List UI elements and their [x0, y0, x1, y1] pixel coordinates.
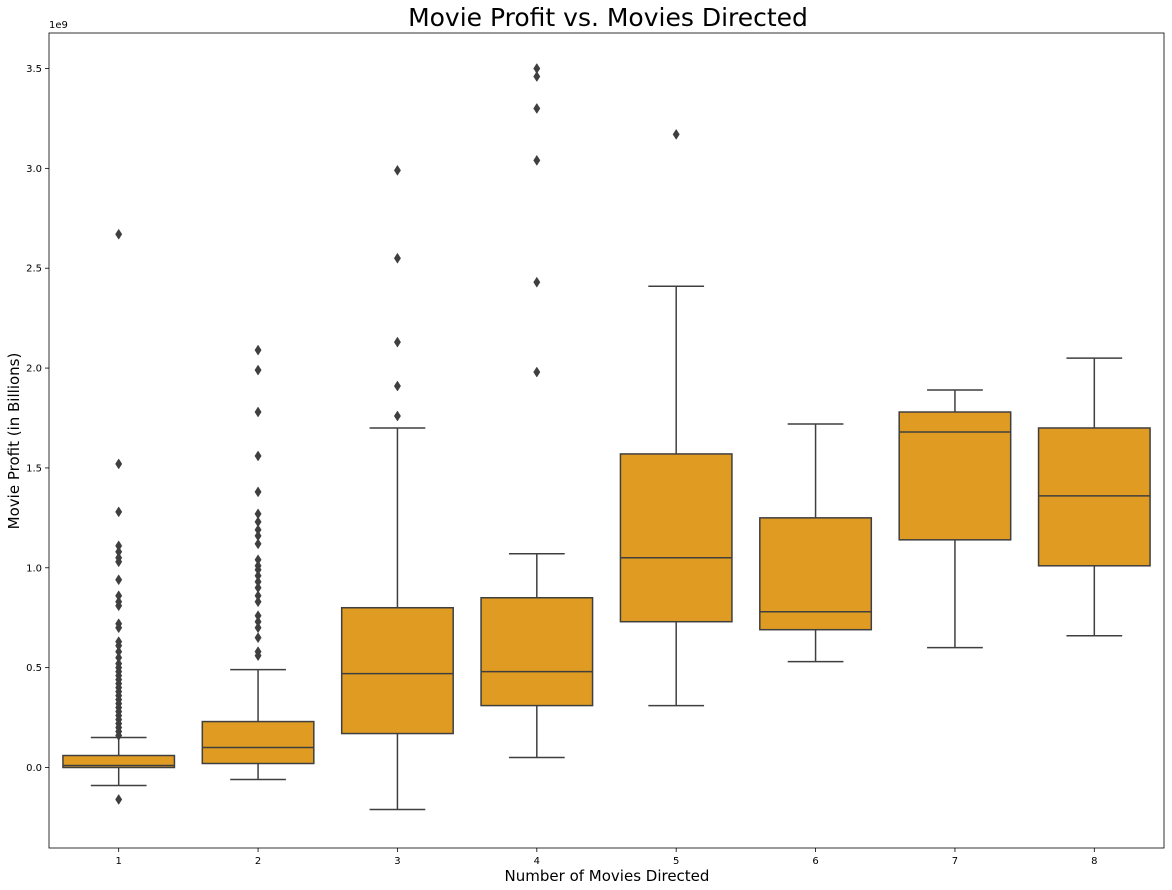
outlier-point — [254, 344, 262, 356]
box-5 — [619, 453, 733, 623]
box-2 — [201, 720, 315, 765]
y-axis-label: Movie Profit (in Billions) — [5, 353, 23, 530]
outlier-point — [115, 506, 123, 518]
outlier-point — [254, 576, 262, 588]
outlier-point — [254, 524, 262, 536]
y-tick-label: 2.5 — [26, 264, 42, 275]
outlier-point — [115, 552, 123, 564]
y-axis-offset-label: 1e9 — [49, 20, 68, 31]
outlier-point — [254, 508, 262, 520]
x-tick-label: 5 — [673, 856, 679, 867]
outlier-point — [254, 560, 262, 572]
outlier-point — [254, 616, 262, 628]
chart-title: Movie Profit vs. Movies Directed — [408, 3, 808, 32]
outlier-point — [115, 658, 123, 670]
outlier-point — [115, 652, 123, 664]
outlier-point — [393, 252, 401, 264]
outlier-point — [115, 574, 123, 586]
outlier-point — [115, 793, 123, 805]
x-tick-label: 4 — [534, 856, 540, 867]
y-tick-label: 0.0 — [26, 763, 42, 774]
outlier-point — [115, 228, 123, 240]
x-tick-label: 3 — [394, 856, 400, 867]
box-6 — [759, 517, 873, 631]
outlier-point — [533, 154, 541, 166]
outlier-point — [254, 646, 262, 658]
outlier-point — [254, 582, 262, 594]
outlier-point — [115, 596, 123, 608]
outlier-point — [254, 364, 262, 376]
y-tick-label: 1.0 — [26, 563, 42, 574]
y-tick-label: 0.5 — [26, 663, 42, 674]
outlier-point — [672, 128, 680, 140]
x-tick-label: 1 — [116, 856, 122, 867]
box-8 — [1037, 427, 1151, 567]
y-tick-label: 2.0 — [26, 364, 42, 375]
plot-area: 0.0 0.5 1.0 1.5 2.0 2.5 3.0 3.5 1 2 3 4 5 6 7 8 — [26, 63, 1151, 867]
outlier-point — [533, 102, 541, 114]
outlier-point — [254, 610, 262, 622]
x-axis-label: Number of Movies Directed — [505, 867, 710, 885]
outlier-point — [115, 590, 123, 602]
outlier-point — [254, 554, 262, 566]
outlier-point — [533, 366, 541, 378]
x-tick-label: 8 — [1091, 856, 1097, 867]
box-3 — [340, 606, 454, 735]
outlier-point — [254, 516, 262, 528]
box-1 — [62, 754, 176, 769]
outlier-point — [254, 622, 262, 634]
outlier-point — [254, 590, 262, 602]
outlier-point — [115, 546, 123, 558]
outlier-point — [533, 71, 541, 82]
outlier-point — [393, 410, 401, 422]
box-7 — [898, 411, 1012, 541]
outlier-point — [533, 63, 541, 74]
outlier-point — [254, 538, 262, 550]
y-tick-label: 1.5 — [26, 463, 42, 474]
x-tick-label: 7 — [952, 856, 958, 867]
outlier-point — [115, 636, 123, 648]
outlier-point — [393, 164, 401, 176]
outlier-point — [254, 450, 262, 462]
outlier-point — [254, 570, 262, 582]
outlier-point — [254, 406, 262, 418]
outlier-point — [533, 276, 541, 288]
outlier-point — [254, 596, 262, 608]
outlier-point — [115, 540, 123, 552]
outlier-point — [115, 458, 123, 470]
outlier-point — [393, 336, 401, 348]
y-tick-label: 3.0 — [26, 164, 42, 175]
outlier-point — [115, 646, 123, 658]
box-4 — [480, 596, 594, 707]
x-tick-label: 2 — [255, 856, 261, 867]
y-tick-label: 3.5 — [26, 64, 42, 75]
outlier-point — [393, 380, 401, 392]
x-tick-label: 6 — [812, 856, 818, 867]
outlier-point — [115, 618, 123, 630]
outlier-point — [254, 530, 262, 542]
axes-frame — [48, 32, 1165, 849]
outlier-point — [254, 632, 262, 644]
outlier-point — [254, 486, 262, 498]
